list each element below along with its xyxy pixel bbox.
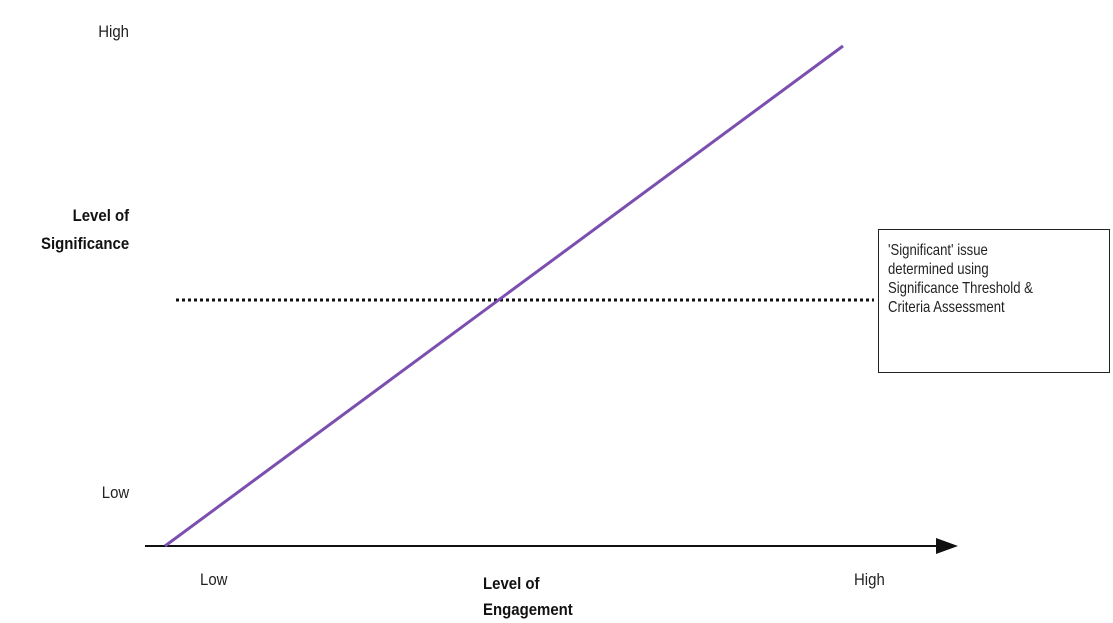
y-axis-title: Level of Significance [40, 206, 129, 253]
x-axis-title: Level of Engagement [483, 574, 573, 619]
engagement-significance-trend-line [164, 44, 844, 548]
x-axis-high-label: High [854, 570, 885, 589]
threshold-callout-text: 'Significant' issue determined using Sig… [888, 242, 1033, 316]
y-axis-high-label: High [98, 22, 129, 41]
x-axis-arrowhead [936, 538, 958, 554]
y-axis-low-label: Low [101, 483, 129, 502]
x-axis-low-label: Low [200, 570, 228, 589]
threshold-callout-box: 'Significant' issue determined using Sig… [878, 229, 1110, 373]
